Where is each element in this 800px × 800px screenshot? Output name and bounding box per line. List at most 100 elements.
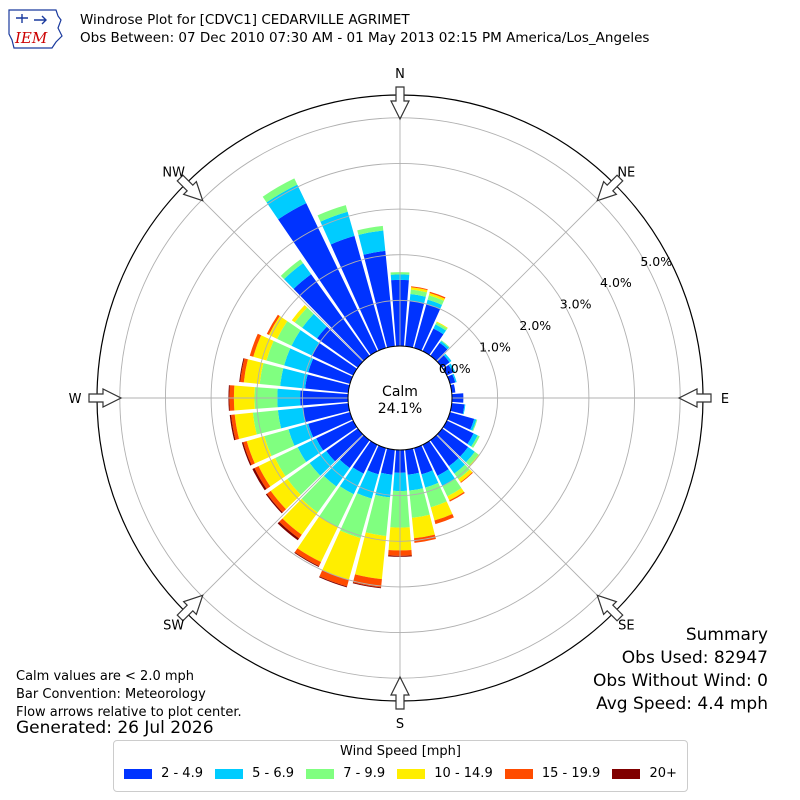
windrose-bar-segment [252,468,267,491]
windrose-bar-segment [266,314,280,335]
windrose-bar-segment [442,364,454,376]
windrose-bar-segment [448,458,465,474]
windrose-bar-segment [410,287,428,293]
iem-logo: IEM [8,9,63,49]
windrose-bar-segment [450,403,465,414]
windrose-bar-segment [363,250,395,348]
windrose-bar-segment [268,315,288,339]
radial-tick-label: 0.0% [439,361,471,376]
windrose-bar-segment [430,501,453,521]
windrose-bar-segment [421,470,439,488]
windrose-bar-segment [437,428,469,457]
flow-arrow-icon [596,174,624,202]
windrose-bar-segment [437,469,456,486]
windrose-bar-segment [301,476,337,513]
windrose-bar-segment [294,552,320,567]
windrose-bar-segment [414,304,441,351]
windrose-bar-segment [436,321,448,329]
windrose-bar-segment [297,438,324,463]
radial-tick-label: 3.0% [560,297,592,312]
windrose-bar-segment [339,467,364,495]
windrose-bar-segment [280,368,308,389]
windrose-bar-segment [357,225,384,235]
windrose-bar-segment [254,466,271,490]
summary-box: Summary Obs Used: 82947 Obs Without Wind… [593,624,768,716]
calm-value: 24.1% [378,401,422,417]
windrose-bar-segment [442,478,462,497]
windrose-bar-segment [320,211,355,245]
legend-swatch [504,768,533,779]
direction-label: SE [618,618,634,633]
windrose-bar-segment [262,178,298,203]
windrose-bar-segment [308,358,353,384]
windrose-bar-segment [249,333,262,357]
windrose-bar-segment [284,263,312,289]
windrose-bar-segment [339,435,370,469]
windrose-bar-segment [312,342,358,376]
windrose-bar-segment [428,293,445,301]
windrose-bar-segment [319,486,354,528]
flow-arrow-icon [390,86,410,121]
windrose-bar-segment [239,358,245,383]
windrose-bar-segment [375,472,393,498]
direction-label: S [396,717,404,732]
windrose-bar-segment [405,300,425,348]
windrose-bar-segment [317,326,363,368]
windrose-bar-segment [449,491,465,502]
legend-swatch [612,768,641,779]
windrose-bar-segment [426,299,443,310]
windrose-bar-segment [288,423,314,446]
windrose-bar-segment [291,304,308,323]
windrose-bar-segment [229,414,236,441]
windrose-bar-segment [442,420,474,445]
windrose-bar-segment [472,419,478,432]
windrose-bar-segment [448,363,456,373]
windrose-bar-segment [316,420,358,451]
windrose-bar-segment [258,458,286,487]
calm-note: Calm values are < 2.0 mph [16,669,195,684]
windrose-bar-segment [282,498,318,535]
windrose-bar-segment [340,493,372,539]
flow-arrow-icon [596,594,624,622]
logo-text: IEM [14,29,48,47]
legend-title: Wind Speed [mph] [340,744,461,759]
summary-obs-without-wind: Obs Without Wind: 0 [593,671,768,691]
windrose-bar-segment [252,410,282,435]
legend-label: 2 - 4.9 [161,766,203,781]
windrose-bar-segment [293,274,370,361]
direction-label: NW [162,166,185,181]
windrose-bar-segment [265,493,283,514]
windrose-bar-segment [405,448,420,475]
legend-label: 10 - 14.9 [434,766,493,781]
windrose-bar-segment [358,230,386,255]
chart-title: Windrose Plot for [CDVC1] CEDARVILLE AGR… [80,12,410,28]
windrose-bar-segment [430,435,459,467]
windrose-bar-segment [452,373,457,383]
windrose-bar-segment [240,358,248,383]
direction-label: N [395,67,405,82]
windrose-bar-segment [422,328,444,356]
summary-avg-speed: Avg Speed: 4.4 mph [596,694,768,714]
summary-heading: Summary [685,625,768,645]
windrose-bar-segment [443,353,452,363]
legend-swatch [306,768,335,779]
windrose-bar-segment [425,482,447,508]
windrose-bar-segment [266,340,291,366]
radial-tick-label: 2.0% [519,318,551,333]
windrose-bar-segment [458,469,473,483]
windrose-bar-segment [409,488,430,518]
direction-labels: N NE E SE S SW W NW [69,67,730,732]
windrose-bar-segment [367,445,386,475]
footnotes: Calm values are < 2.0 mph Bar Convention… [16,668,242,722]
direction-label: E [721,392,729,407]
windrose-bar-segment [266,490,287,513]
windrose-bar-segment [471,435,480,448]
windrose-bar-segment [277,407,306,429]
windrose-bar-segment [309,450,336,476]
windrose-bar-segment [407,472,423,491]
windrose-bar-segment [460,446,475,463]
direction-label: SW [163,618,184,633]
windrose-bar-segment [441,340,450,348]
windrose-bar-segment [435,322,448,331]
windrose-bar-segment [422,440,449,476]
